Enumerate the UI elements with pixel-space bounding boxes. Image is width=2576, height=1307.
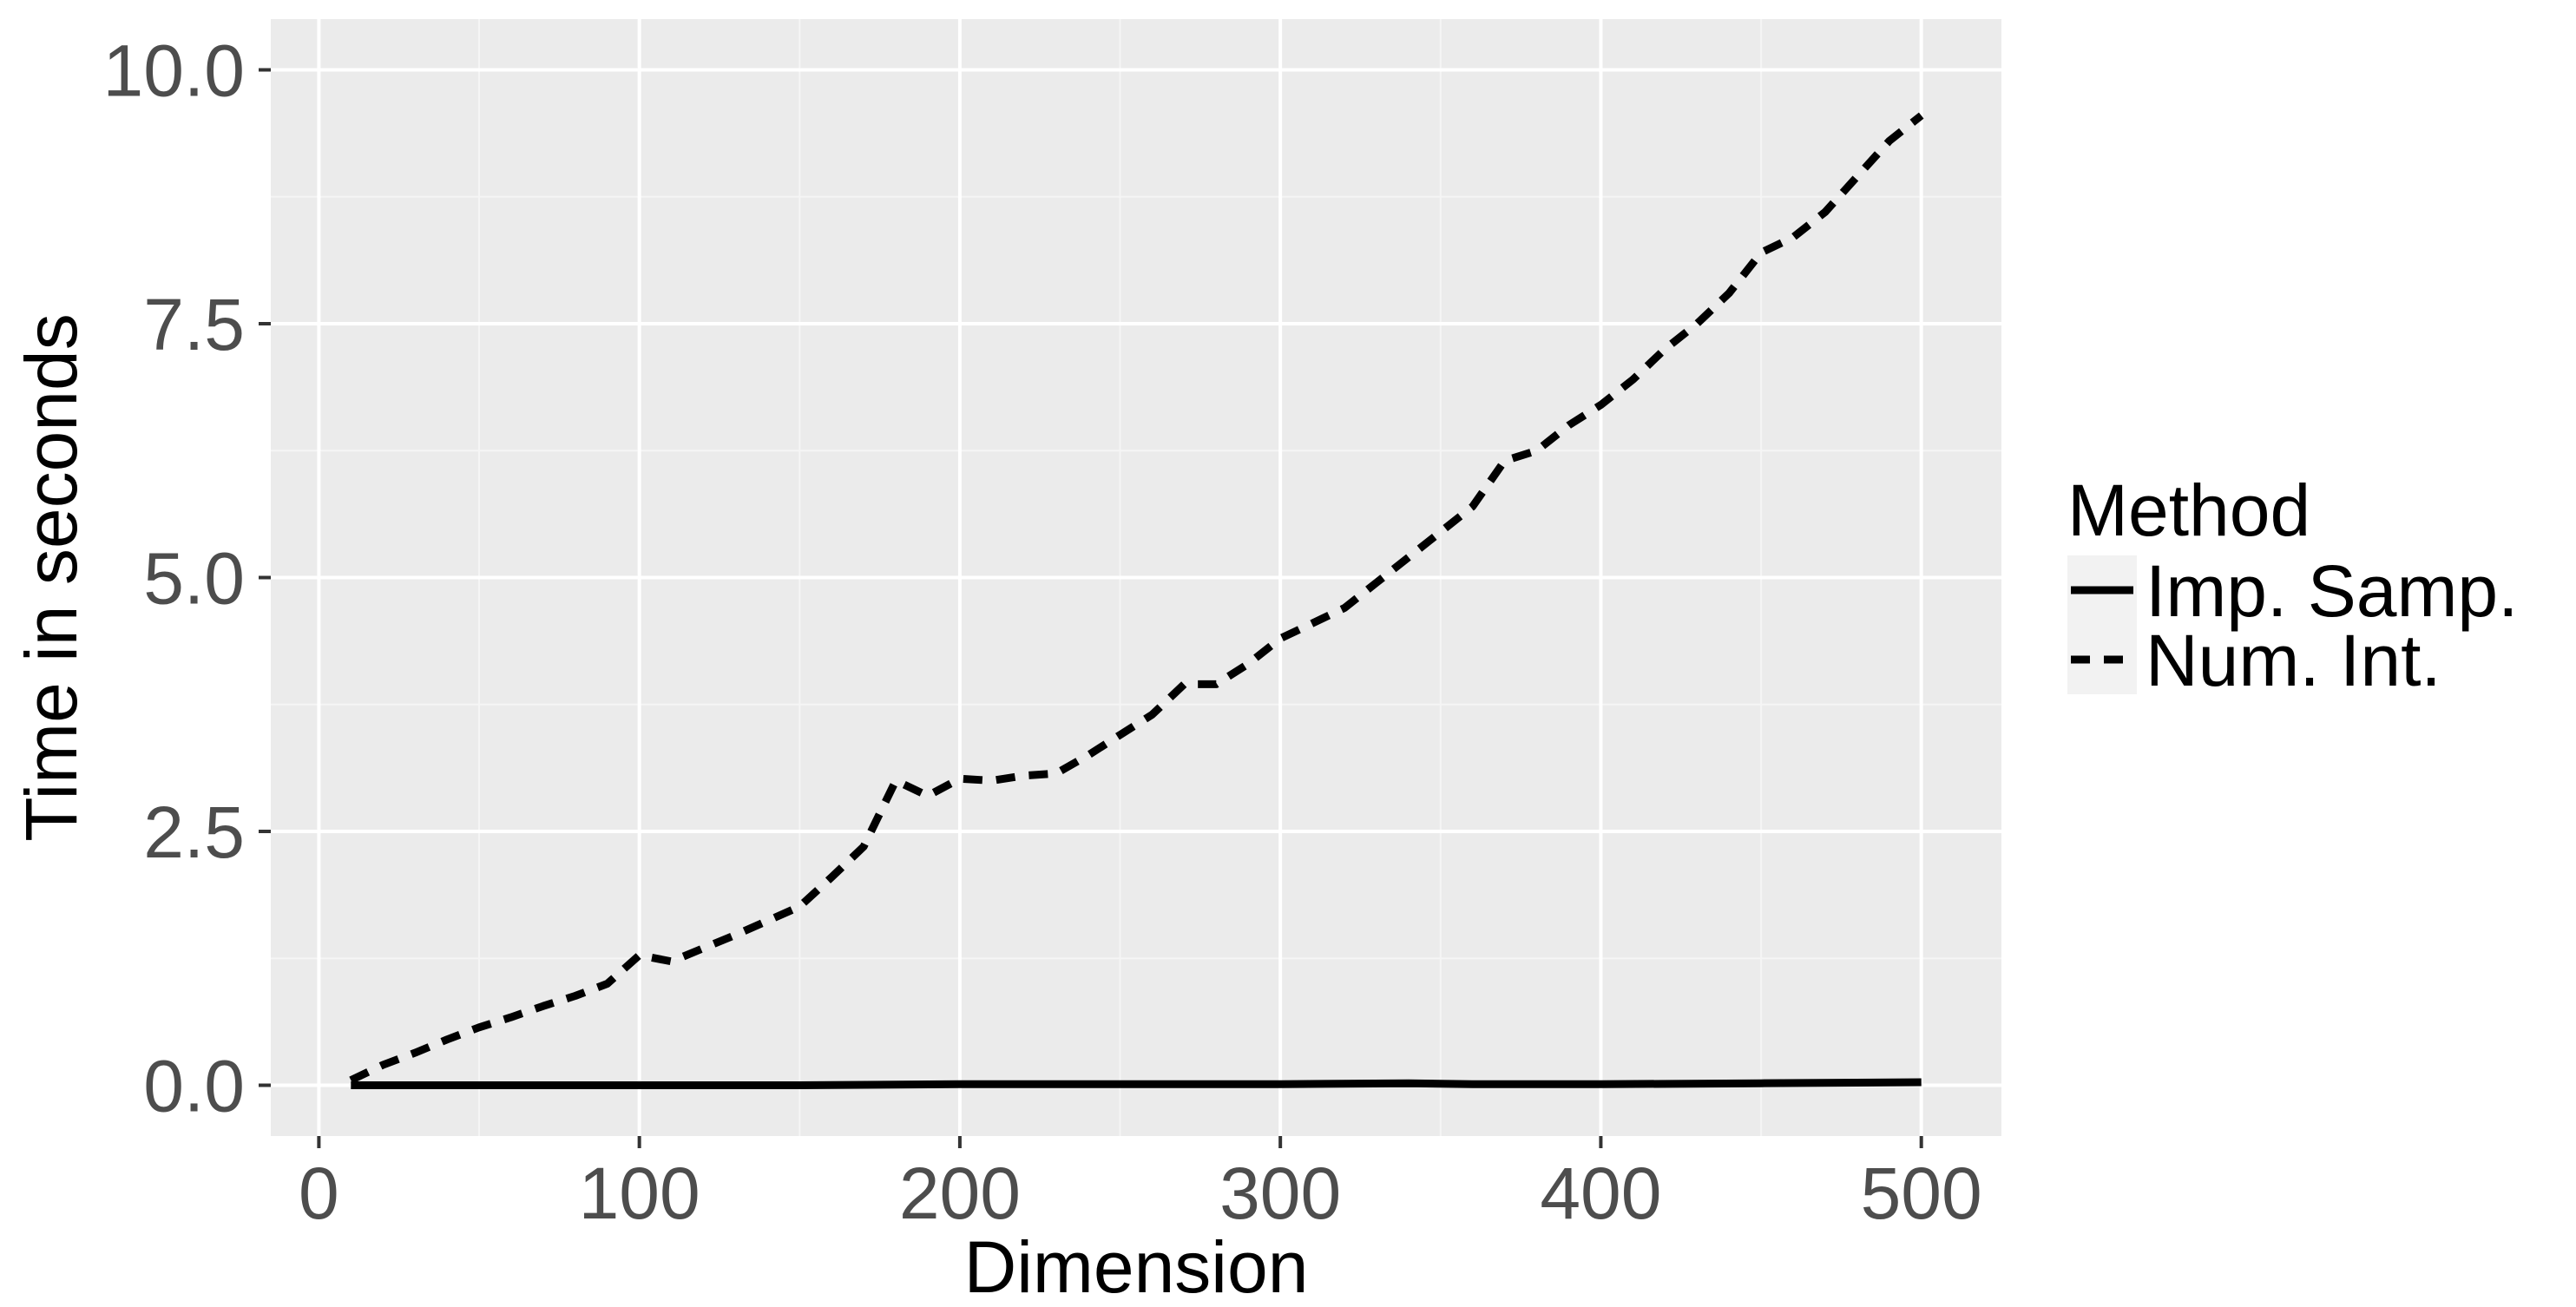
x-tick-label: 500: [1861, 1153, 1982, 1234]
y-tick-label: 7.5: [143, 284, 245, 365]
legend-label-num-int: Num. Int.: [2146, 620, 2441, 701]
x-tick-label: 0: [299, 1153, 339, 1234]
series-line-imp-samp: [351, 1078, 1922, 1089]
axis-ticks: [259, 68, 1923, 1148]
x-tick-labels: 0 100 200 300 400 500: [299, 1153, 1982, 1234]
y-axis-title: Time in seconds: [10, 313, 92, 841]
x-tick-label: 400: [1540, 1153, 1661, 1234]
y-tick-labels: 0.0 2.5 5.0 7.5 10.0: [103, 30, 246, 1127]
series-layer: [349, 112, 1924, 1089]
legend-keys: Imp. Samp.Num. Int.: [2067, 550, 2518, 701]
x-tick-label: 300: [1219, 1153, 1341, 1234]
y-tick-label: 5.0: [143, 538, 245, 620]
legend-label-imp-samp: Imp. Samp.: [2146, 550, 2518, 632]
y-tick-label: 0.0: [143, 1046, 245, 1127]
legend-title: Method: [2067, 470, 2310, 551]
legend: Method Imp. Samp.Num. Int.: [2067, 470, 2518, 701]
x-tick-label: 200: [899, 1153, 1021, 1234]
y-tick-label: 10.0: [103, 30, 246, 112]
y-tick-label: 2.5: [143, 791, 245, 873]
x-tick-label: 100: [579, 1153, 700, 1234]
x-axis-title: Dimension: [964, 1226, 1309, 1307]
series-line-num-int: [349, 112, 1924, 1084]
minor-gridlines: [271, 19, 2001, 1136]
